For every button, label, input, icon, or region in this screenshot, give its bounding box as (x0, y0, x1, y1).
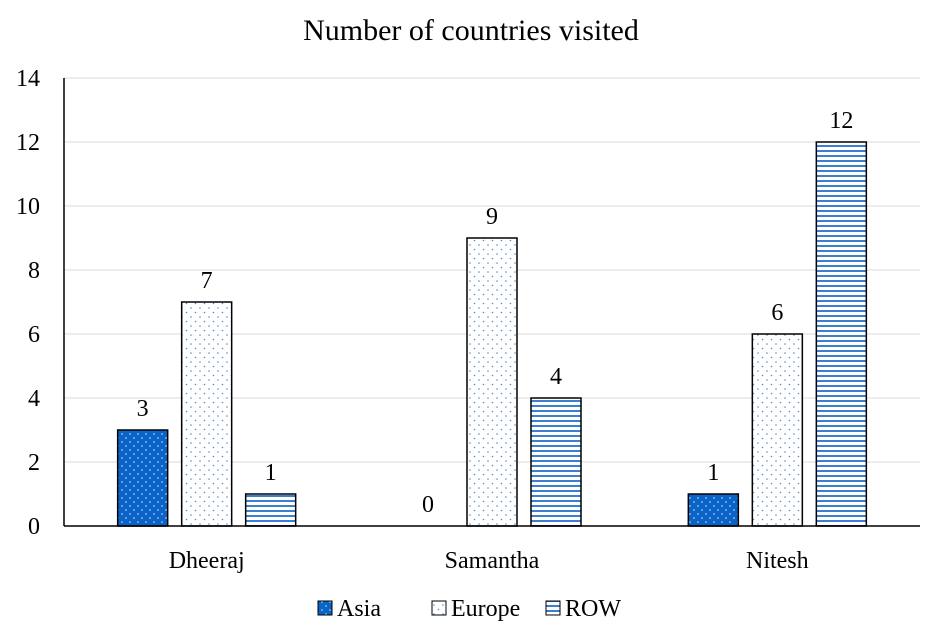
chart-title: Number of countries visited (303, 14, 639, 47)
y-tick-label: 4 (28, 386, 40, 412)
data-label: 1 (707, 460, 719, 486)
y-tick-label: 0 (28, 514, 40, 540)
data-label: 0 (422, 492, 434, 518)
legend-swatch-row (545, 600, 561, 616)
x-axis: Dheeraj Samantha Nitesh (64, 525, 920, 574)
legend-swatch-europe (431, 600, 447, 616)
bar-europe-dheeraj (180, 301, 233, 527)
bar-asia-nitesh (687, 493, 740, 527)
data-label: 4 (550, 364, 562, 390)
data-label: 12 (829, 108, 853, 134)
legend-label-row: ROW (565, 596, 621, 622)
y-tick-label: 12 (16, 130, 40, 156)
bar-europe-samantha (466, 237, 518, 527)
data-label: 6 (771, 300, 783, 326)
bars (116, 141, 868, 527)
y-tick-label: 14 (16, 66, 40, 92)
y-axis: 0 2 4 6 8 10 12 14 (16, 66, 65, 540)
x-tick-label: Samantha (445, 548, 540, 574)
x-tick-label: Nitesh (746, 548, 809, 574)
bar-row-samantha (530, 397, 582, 527)
bar-asia-dheeraj (116, 429, 169, 527)
data-labels: 3 7 1 0 9 4 1 6 12 (137, 108, 854, 518)
y-tick-label: 10 (16, 194, 40, 220)
bar-row-nitesh (815, 141, 868, 527)
y-tick-label: 8 (28, 258, 40, 284)
data-label: 1 (265, 460, 277, 486)
legend: Asia Europe ROW (317, 596, 621, 622)
x-tick-label: Dheeraj (169, 548, 245, 574)
data-label: 9 (486, 204, 498, 230)
legend-label-europe: Europe (451, 596, 520, 622)
data-label: 7 (201, 268, 213, 294)
bar-row-dheeraj (244, 493, 297, 527)
bar-europe-nitesh (751, 333, 804, 527)
y-tick-label: 6 (28, 322, 40, 348)
y-tick-label: 2 (28, 450, 40, 476)
legend-label-asia: Asia (337, 596, 381, 622)
data-label: 3 (137, 396, 149, 422)
legend-swatch-asia (317, 600, 333, 616)
